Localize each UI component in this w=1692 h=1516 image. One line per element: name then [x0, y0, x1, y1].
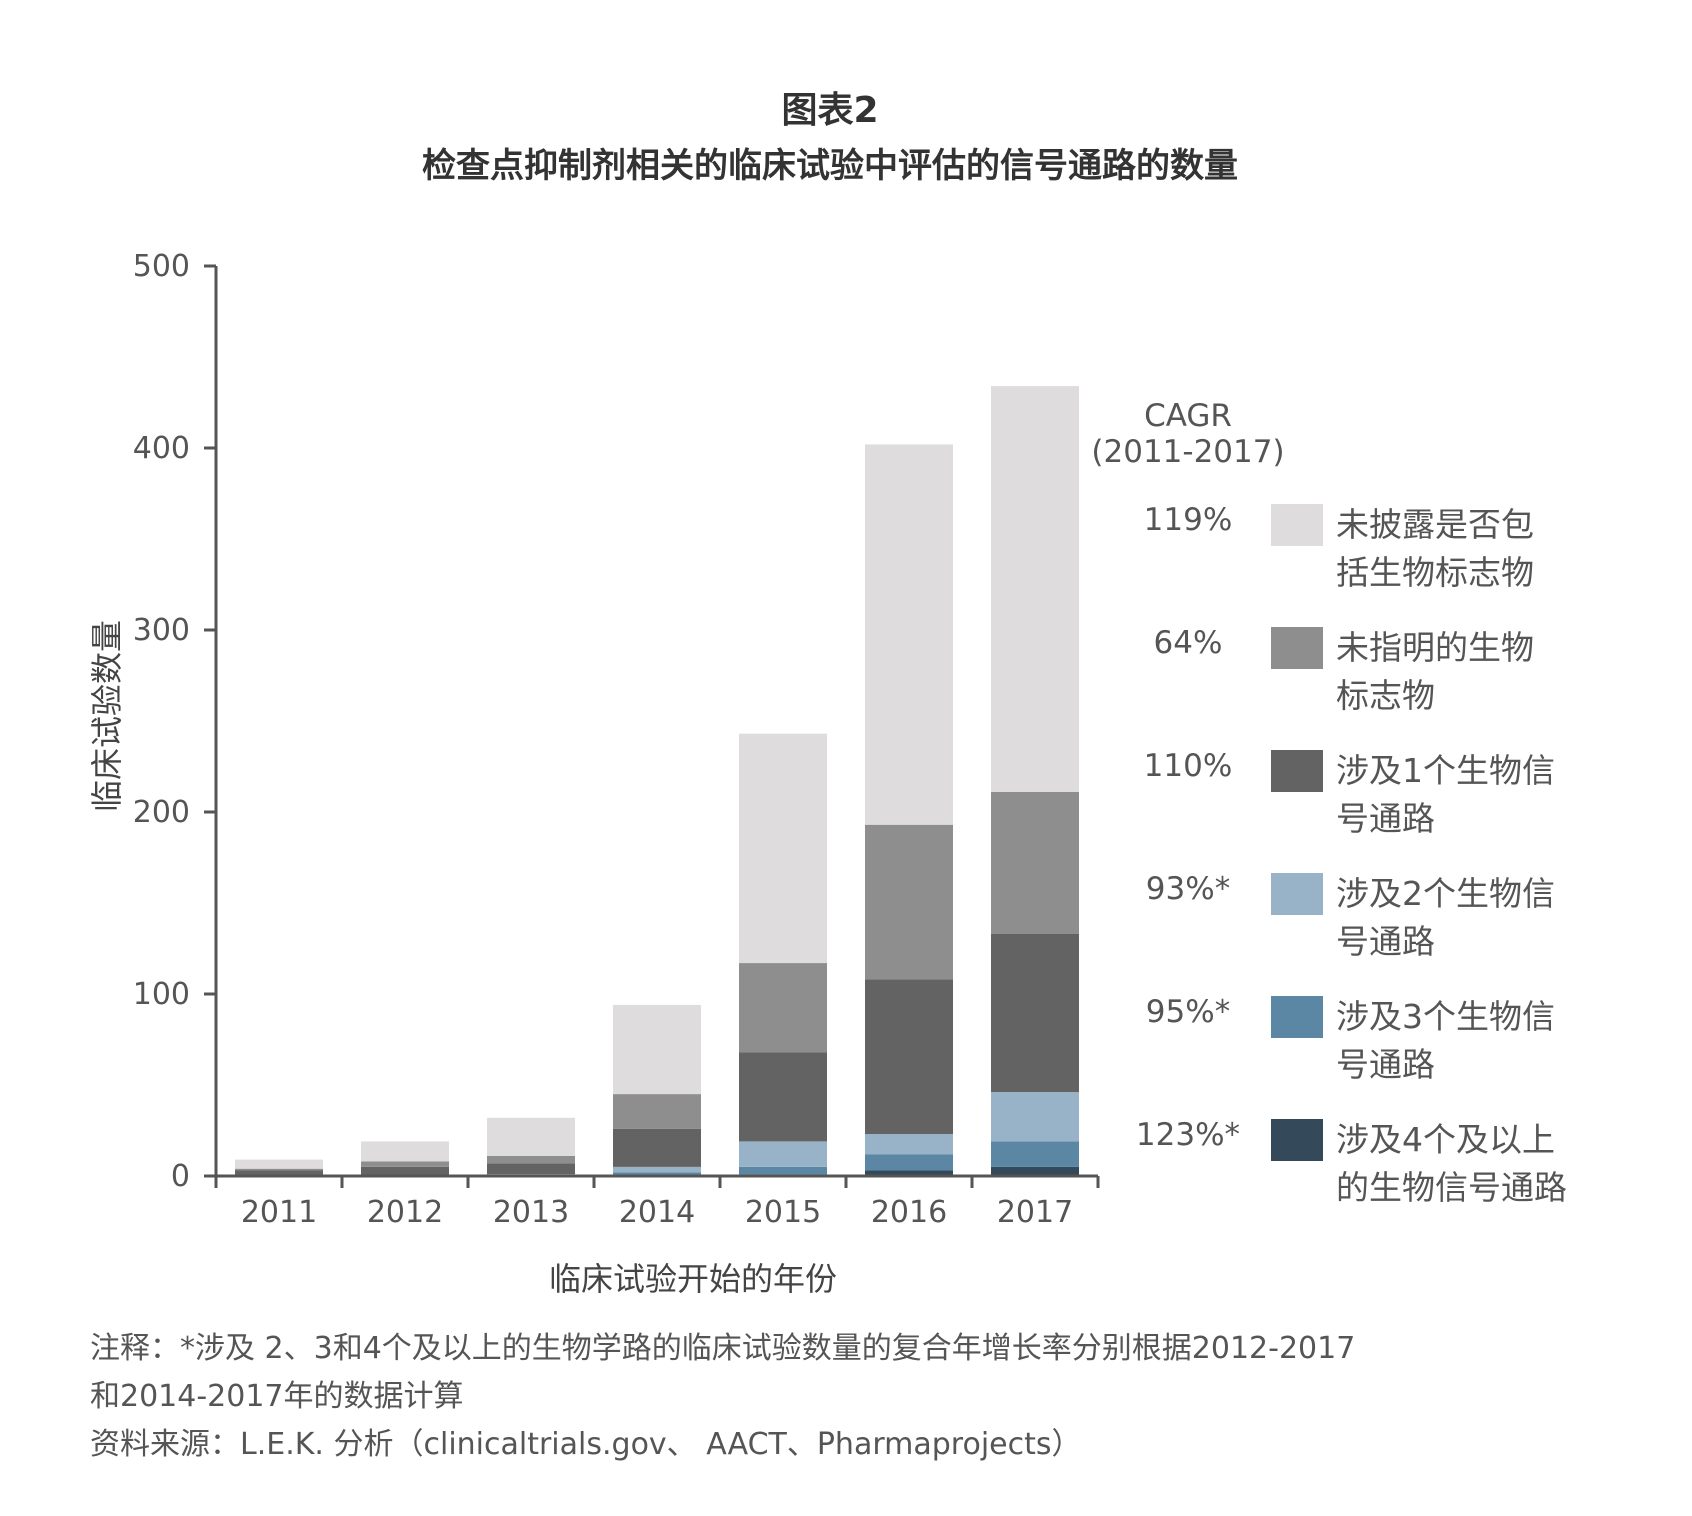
y-tick-label-0: 0 — [171, 1159, 190, 1194]
legend-label-5-line-0: 涉及4个及以上 — [1336, 1120, 1555, 1159]
x-tick-label-2016: 2016 — [871, 1195, 947, 1230]
x-tick-label-2011: 2011 — [241, 1195, 317, 1230]
bar-segment-2015-s5 — [739, 733, 827, 963]
bar-segment-2015-s3 — [739, 1052, 827, 1142]
legend-label-4-line-0: 涉及3个生物信 — [1336, 997, 1555, 1036]
x-tick-label-2012: 2012 — [367, 1195, 443, 1230]
legend-swatch-5 — [1271, 1119, 1323, 1161]
bar-segment-2013-s3 — [487, 1163, 575, 1175]
bar-segment-2014-s4 — [613, 1094, 701, 1129]
y-tick-label-500: 500 — [133, 249, 190, 284]
bar-segment-2017-s2 — [991, 1092, 1079, 1142]
bar-segment-2016-s1 — [865, 1154, 953, 1171]
legend-label-3-line-0: 涉及2个生物信 — [1336, 874, 1555, 913]
bar-segment-2017-s3 — [991, 933, 1079, 1093]
bar-segment-2016-s5 — [865, 444, 953, 825]
legend-label-2-line-1: 号通路 — [1336, 799, 1435, 838]
bar-segment-2012-s3 — [361, 1166, 449, 1176]
legend-swatch-0 — [1271, 504, 1323, 546]
bar-segment-2015-s1 — [739, 1166, 827, 1175]
x-tick-label-2017: 2017 — [997, 1195, 1073, 1230]
bar-segment-2016-s2 — [865, 1134, 953, 1155]
bar-segment-2013-s4 — [487, 1156, 575, 1164]
bar-segment-2016-s4 — [865, 824, 953, 980]
bar-segment-2014-s1 — [613, 1172, 701, 1176]
bar-segment-2013-s5 — [487, 1117, 575, 1156]
bar-segment-2016-s0 — [865, 1170, 953, 1176]
bar-segment-2017-s1 — [991, 1141, 1079, 1167]
legend-label-0-line-0: 未披露是否包 — [1336, 505, 1534, 544]
bar-segment-2014-s2 — [613, 1166, 701, 1173]
legend-cagr-1: 64% — [1154, 625, 1223, 661]
bar-segment-2016-s3 — [865, 979, 953, 1135]
note-line-1: 注释：*涉及 2、3和4个及以上的生物学路的临床试验数量的复合年增长率分别根据2… — [90, 1331, 1356, 1366]
chart-notes: 注释：*涉及 2、3和4个及以上的生物学路的临床试验数量的复合年增长率分别根据2… — [90, 1325, 1650, 1469]
bar-segment-2011-s3 — [235, 1170, 323, 1176]
bar-segment-2012-s5 — [361, 1141, 449, 1162]
legend-swatch-3 — [1271, 873, 1323, 915]
bar-segment-2015-s2 — [739, 1141, 827, 1167]
legend-cagr-3: 93%* — [1146, 871, 1230, 907]
legend-label-0-line-1: 括生物标志物 — [1336, 553, 1534, 592]
bar-segment-2011-s5 — [235, 1159, 323, 1169]
legend-cagr-0: 119% — [1144, 502, 1233, 538]
cagr-header-line2: (2011-2017) — [1091, 434, 1284, 470]
bar-segment-2017-s4 — [991, 792, 1079, 934]
y-tick-label-200: 200 — [133, 795, 190, 830]
legend-label-1-line-1: 标志物 — [1336, 676, 1435, 715]
bar-segment-2014-s3 — [613, 1128, 701, 1167]
y-tick-label-300: 300 — [133, 613, 190, 648]
bar-segment-2015-s4 — [739, 963, 827, 1053]
chart-title: 图表2 — [781, 90, 878, 131]
legend-label-1-line-0: 未指明的生物 — [1336, 628, 1534, 667]
x-tick-label-2015: 2015 — [745, 1195, 821, 1230]
x-tick-label-2014: 2014 — [619, 1195, 695, 1230]
bar-segment-2012-s4 — [361, 1161, 449, 1167]
bar-segment-2014-s5 — [613, 1004, 701, 1095]
legend-label-4-line-1: 号通路 — [1336, 1045, 1435, 1084]
y-tick-label-400: 400 — [133, 431, 190, 466]
source-line: 资料来源：L.E.K. 分析（clinicaltrials.gov、 AACT、… — [90, 1427, 1082, 1462]
legend-label-3-line-1: 号通路 — [1336, 922, 1435, 961]
legend-cagr-4: 95%* — [1146, 994, 1230, 1030]
y-axis-label: 临床试验数量 — [88, 620, 126, 812]
note-line-2: 和2014-2017年的数据计算 — [90, 1379, 464, 1414]
plot-area: 0 100 200 300 400 500 2011 2012 2013 2014 2015 2016… — [133, 249, 1100, 1230]
legend-swatch-2 — [1271, 750, 1323, 792]
bar-segment-2017-s5 — [991, 386, 1079, 792]
legend-swatch-1 — [1271, 627, 1323, 669]
x-axis-label: 临床试验开始的年份 — [549, 1260, 837, 1298]
cagr-header-line1: CAGR — [1144, 398, 1232, 434]
bar-segment-2011-s4 — [235, 1168, 323, 1171]
legend-cagr-5: 123%* — [1136, 1117, 1240, 1153]
y-tick-label-100: 100 — [133, 977, 190, 1012]
legend-label-2-line-0: 涉及1个生物信 — [1336, 751, 1555, 790]
legend-swatch-4 — [1271, 996, 1323, 1038]
legend-cagr-2: 110% — [1144, 748, 1233, 784]
x-tick-label-2013: 2013 — [493, 1195, 569, 1230]
bar-segment-2017-s0 — [991, 1166, 1079, 1176]
chart-subtitle: 检查点抑制剂相关的临床试验中评估的信号通路的数量 — [422, 146, 1238, 186]
legend-label-5-line-1: 的生物信号通路 — [1336, 1168, 1567, 1207]
